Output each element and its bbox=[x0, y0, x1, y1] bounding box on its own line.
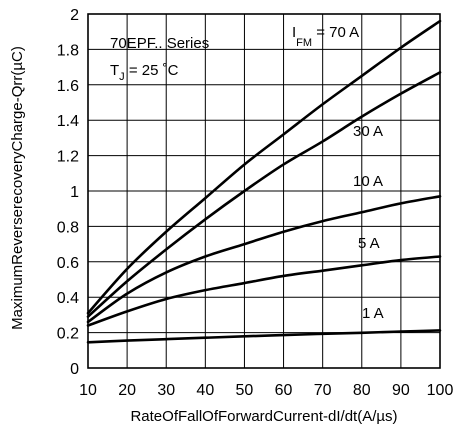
series-label-10a: 10 A bbox=[353, 173, 383, 190]
series-label-5a: 5 A bbox=[358, 235, 380, 252]
x-tick-label: 80 bbox=[353, 382, 371, 399]
temperature-condition: TJ = 25 ˚C bbox=[110, 62, 179, 83]
series-line-5a bbox=[86, 255, 442, 327]
current-label-70a: IFM = 70 A bbox=[292, 24, 359, 49]
y-tick-label: 1.6 bbox=[57, 78, 79, 95]
x-tick-label: 40 bbox=[196, 382, 214, 399]
x-tick-label: 10 bbox=[79, 382, 97, 399]
x-tick-label: 30 bbox=[157, 382, 175, 399]
series-line-1a bbox=[86, 329, 442, 344]
x-tick-label: 90 bbox=[392, 382, 410, 399]
y-axis-title: MaximumReverserecoveryCharge-Qrr(µC) bbox=[9, 46, 26, 330]
y-tick-label: 0.8 bbox=[57, 219, 79, 236]
y-tick-label: 2 bbox=[70, 7, 79, 24]
y-tick-label: 0.4 bbox=[57, 290, 79, 307]
x-tick-label: 70 bbox=[314, 382, 332, 399]
series-title: 70EPF.. Series bbox=[110, 35, 209, 52]
y-tick-label: 1.2 bbox=[57, 149, 79, 166]
y-tick-label: 0 bbox=[70, 361, 79, 378]
x-tick-label: 100 bbox=[427, 382, 454, 399]
y-tick-label: 0.6 bbox=[57, 255, 79, 272]
series-group bbox=[86, 19, 442, 344]
series-line-70a bbox=[86, 19, 442, 315]
y-tick-label: 1.8 bbox=[57, 42, 79, 59]
series-line-10a bbox=[86, 195, 442, 324]
x-tick-label: 20 bbox=[118, 382, 136, 399]
series-line-30a bbox=[86, 71, 442, 318]
series-label-1a: 1 A bbox=[362, 305, 384, 322]
series-label-30a: 30 A bbox=[353, 123, 383, 140]
plot-frame bbox=[87, 13, 441, 369]
x-tick-label: 60 bbox=[275, 382, 293, 399]
x-axis-title: RateOfFallOfForwardCurrent-dI/dt(A/µs) bbox=[130, 408, 397, 425]
y-tick-label: 1 bbox=[70, 184, 79, 201]
y-tick-label: 0.2 bbox=[57, 326, 79, 343]
y-tick-label: 1.4 bbox=[57, 113, 79, 130]
tick-labels: 10 20 30 40 50 60 70 80 90 100 0 0.2 0.4 0.6 0.8 1 1.2 1.… bbox=[57, 7, 454, 399]
x-tick-label: 50 bbox=[236, 382, 254, 399]
